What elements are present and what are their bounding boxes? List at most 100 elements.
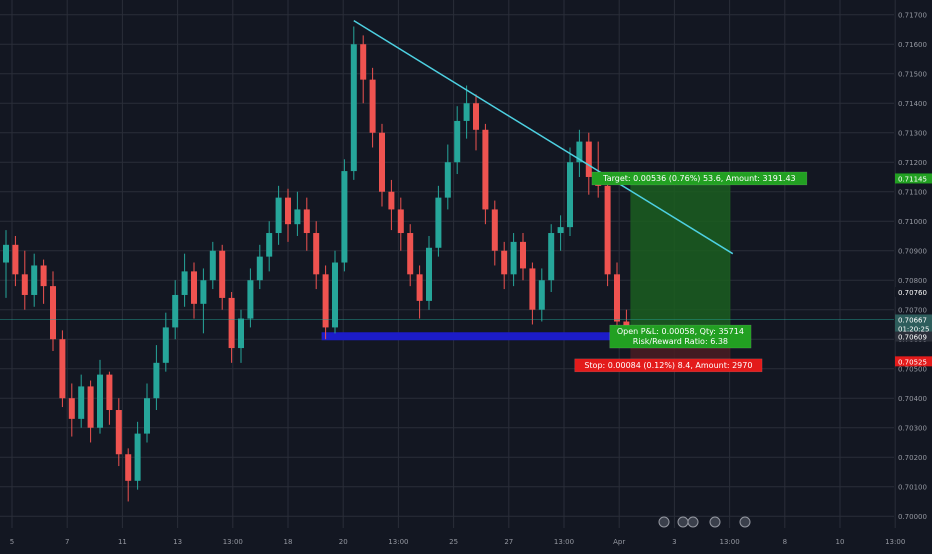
candle-body <box>332 262 338 328</box>
time-tick-label: 13:00 <box>388 538 408 546</box>
candle-body <box>538 280 545 310</box>
candle-body <box>266 233 273 257</box>
candle-body <box>322 274 329 328</box>
candle-body <box>426 247 432 301</box>
economic-event-icon[interactable] <box>677 516 689 528</box>
price-tick-label: 0.71700 <box>898 12 927 20</box>
candle-body <box>172 294 179 328</box>
candle-body <box>181 271 188 295</box>
candle-body <box>219 250 226 298</box>
candle-body <box>623 321 630 328</box>
candle-body <box>482 129 489 210</box>
candle-body <box>21 274 28 295</box>
candle-body <box>3 244 9 263</box>
candle-body <box>501 250 508 275</box>
candle-body <box>50 286 56 340</box>
candle-body <box>153 362 160 399</box>
target-label-box <box>591 171 808 186</box>
candle-body <box>313 233 320 275</box>
price-tag-label: 0.70760 <box>898 289 927 297</box>
price-tag-box <box>895 173 932 184</box>
price-tag-box <box>895 331 932 342</box>
candle-body <box>78 386 85 419</box>
price-axis: 0.71700 0.71600 0.71500 0.71400 0.71300 0.712… <box>895 12 932 521</box>
candle-body <box>144 398 150 434</box>
economic-event-icon[interactable] <box>687 516 699 528</box>
candle-body <box>191 271 197 304</box>
price-tick-label: 0.70500 <box>898 366 927 374</box>
price-tag-box <box>895 314 932 325</box>
pnl-label-text: Open P&L: 0.00058, Qty: 35714 <box>617 327 744 336</box>
candle-body <box>567 162 573 228</box>
candles-layer <box>3 26 630 502</box>
candle-body <box>397 209 404 234</box>
resistance-trendline <box>353 20 734 255</box>
candle-body <box>463 103 470 121</box>
economic-event-icon[interactable] <box>739 516 751 528</box>
candle-body <box>87 386 94 428</box>
candle-body <box>228 297 235 349</box>
time-tick-label: 27 <box>504 538 513 546</box>
candle-body <box>360 44 367 80</box>
candle-body <box>125 454 132 481</box>
price-tick-label: 0.71200 <box>898 159 927 167</box>
price-tick-label: 0.70700 <box>898 307 927 315</box>
candle-body <box>12 244 19 275</box>
time-tick-label: 5 <box>10 538 14 546</box>
candle-body <box>162 327 169 363</box>
support-zone <box>321 332 631 341</box>
price-tick-label: 0.70200 <box>898 454 927 462</box>
candle-body <box>285 197 291 225</box>
time-tick-label: 25 <box>449 538 458 546</box>
candle-body <box>200 280 207 304</box>
price-tick-label: 0.71300 <box>898 130 927 138</box>
stop-label-text: Stop: 0.00084 (0.12%) 8.4, Amount: 2970 <box>584 361 752 370</box>
candle-body <box>529 268 536 310</box>
price-tag-box <box>895 287 932 298</box>
price-tag-label: 0.70525 <box>898 358 927 366</box>
chart-grid <box>0 0 896 528</box>
position-labels: Target: 0.00536 (0.76%) 53.6, Amount: 31… <box>574 171 808 373</box>
time-tick-label: 18 <box>284 538 293 546</box>
candle-body <box>379 132 385 192</box>
candle-body <box>303 209 310 234</box>
price-tick-label: 0.70400 <box>898 395 927 403</box>
time-axis: 5 7 11 13 13:00 18 20 13:00 25 27 13:00 Apr 3 13:00 8 1… <box>10 538 906 546</box>
candle-body <box>407 233 414 275</box>
candle-body <box>557 227 564 234</box>
time-tick-label: 13:00 <box>223 538 243 546</box>
economic-event-icon[interactable] <box>709 516 721 528</box>
price-tick-label: 0.70300 <box>898 425 927 433</box>
candle-body <box>388 191 395 210</box>
candle-body <box>31 265 38 295</box>
candle-body <box>97 374 103 428</box>
time-tick-label: Apr <box>613 538 625 546</box>
time-tick-label: 10 <box>836 538 845 546</box>
candle-body <box>491 209 498 251</box>
candle-body <box>444 162 451 198</box>
candle-body <box>40 265 47 287</box>
time-tick-label: 8 <box>783 538 787 546</box>
candle-body <box>510 241 517 275</box>
target-zone <box>630 178 731 337</box>
candle-body <box>454 120 461 163</box>
candle-body <box>247 280 254 319</box>
candle-body <box>341 171 348 263</box>
price-tick-label: 0.70900 <box>898 248 927 256</box>
candle-body <box>68 398 75 419</box>
price-tick-label: 0.71100 <box>898 189 927 197</box>
time-tick-label: 13 <box>173 538 182 546</box>
time-tick-label: 13:00 <box>720 538 740 546</box>
time-tick-label: 7 <box>65 538 69 546</box>
economic-event-icon[interactable] <box>658 516 670 528</box>
price-tag-label: 0.70609 <box>898 334 927 342</box>
price-tick-label: 0.71500 <box>898 71 927 79</box>
candle-body <box>209 250 216 281</box>
price-tag-box <box>895 356 932 367</box>
candle-body <box>548 233 555 281</box>
support-band <box>321 332 631 341</box>
candle-body <box>473 103 479 130</box>
candle-body <box>115 410 122 455</box>
